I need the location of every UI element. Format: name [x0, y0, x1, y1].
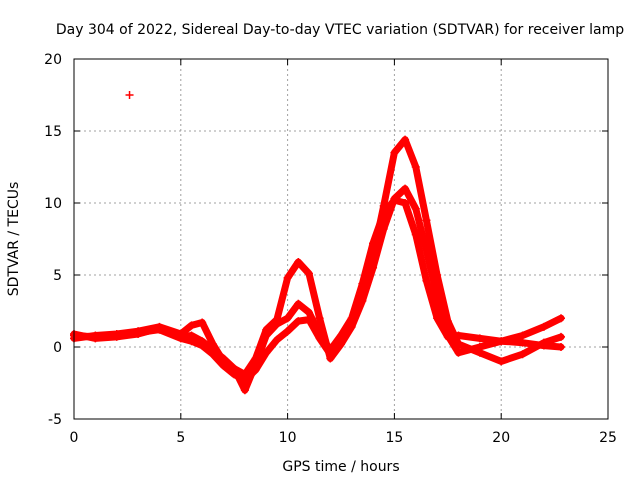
data-point: [240, 370, 249, 379]
data-point: [337, 331, 345, 340]
y-tick-label: -5: [48, 412, 62, 428]
tick-labels: 0 5 10 15 20 25 -5 0 5 10 15 20: [44, 52, 617, 446]
x-tick-label: 20: [492, 430, 510, 446]
data-point: [411, 230, 420, 239]
data-point: [251, 360, 260, 369]
data-point: [294, 299, 303, 308]
data-point: [454, 331, 463, 340]
data-point: [369, 263, 378, 272]
data-point: [518, 350, 527, 359]
data-point: [283, 327, 292, 336]
data-point: [304, 269, 313, 278]
data-point: [198, 318, 207, 327]
data-point: [134, 330, 143, 339]
data-point: [518, 338, 527, 347]
data-point: [294, 317, 303, 326]
x-axis-label: GPS time / hours: [282, 459, 399, 475]
x-tick-label: 5: [176, 430, 185, 446]
y-tick-label: 5: [53, 268, 62, 284]
data-point: [497, 357, 506, 366]
data-point: [347, 314, 356, 323]
data-point: [315, 330, 324, 339]
data-point: [112, 332, 121, 341]
data-point: [557, 343, 566, 351]
series-outlier: [125, 91, 134, 99]
data-point: [379, 209, 388, 218]
data-point: [326, 354, 335, 363]
data-point: [411, 204, 420, 213]
data-point: [272, 335, 281, 344]
data-point: [272, 319, 281, 328]
data-point: [208, 345, 217, 354]
data-point: [304, 308, 313, 317]
x-tick-label: 0: [70, 430, 79, 446]
data-point: [176, 332, 185, 341]
data-point: [315, 314, 324, 323]
y-tick-label: 0: [53, 340, 62, 356]
x-tick-label: 15: [385, 430, 403, 446]
chart-title: Day 304 of 2022, Sidereal Day-to-day VTE…: [56, 22, 624, 38]
data-point: [411, 163, 420, 171]
y-axis-label: SDTVAR / TECUs: [6, 182, 22, 297]
data-point: [475, 334, 484, 343]
data-point: [283, 273, 292, 282]
y-tick-label: 20: [44, 52, 62, 68]
y-tick-label: 10: [44, 196, 62, 212]
data-point: [475, 343, 484, 351]
data-point: [198, 337, 207, 346]
data-point: [557, 314, 566, 323]
series-track-b: [70, 184, 566, 379]
data-point: [401, 184, 410, 193]
data-point: [422, 216, 431, 225]
data-point: [390, 196, 399, 205]
series-track-c: [70, 196, 566, 395]
data-point: [518, 331, 527, 340]
data-point: [443, 332, 452, 341]
data-point: [422, 246, 431, 255]
x-tick-label: 25: [599, 430, 617, 446]
ticks: [73, 58, 609, 420]
data-point: [187, 321, 196, 330]
x-tick-label: 10: [279, 430, 297, 446]
plot-frame: [73, 58, 609, 420]
data-point: [125, 91, 134, 99]
data-point: [390, 148, 399, 157]
data-point: [91, 334, 100, 343]
grid: [74, 59, 608, 419]
data-point: [557, 332, 566, 341]
y-tick-label: 15: [44, 124, 62, 140]
series-layer: [70, 91, 566, 395]
data-point: [433, 314, 442, 323]
data-point: [358, 279, 367, 288]
data-point: [262, 331, 271, 340]
data-point: [219, 354, 228, 363]
data-point: [497, 337, 506, 346]
data-point: [401, 199, 410, 207]
data-point: [422, 276, 431, 285]
data-point: [539, 341, 548, 350]
data-point: [187, 331, 196, 340]
data-point: [230, 364, 239, 373]
data-point: [369, 239, 378, 248]
data-point: [539, 322, 548, 331]
series-line: [70, 185, 565, 378]
data-point: [326, 345, 335, 354]
data-point: [401, 135, 410, 144]
data-point: [240, 386, 249, 395]
data-point: [155, 324, 164, 333]
data-point: [454, 348, 463, 357]
data-point: [283, 314, 292, 323]
data-point: [294, 258, 303, 267]
